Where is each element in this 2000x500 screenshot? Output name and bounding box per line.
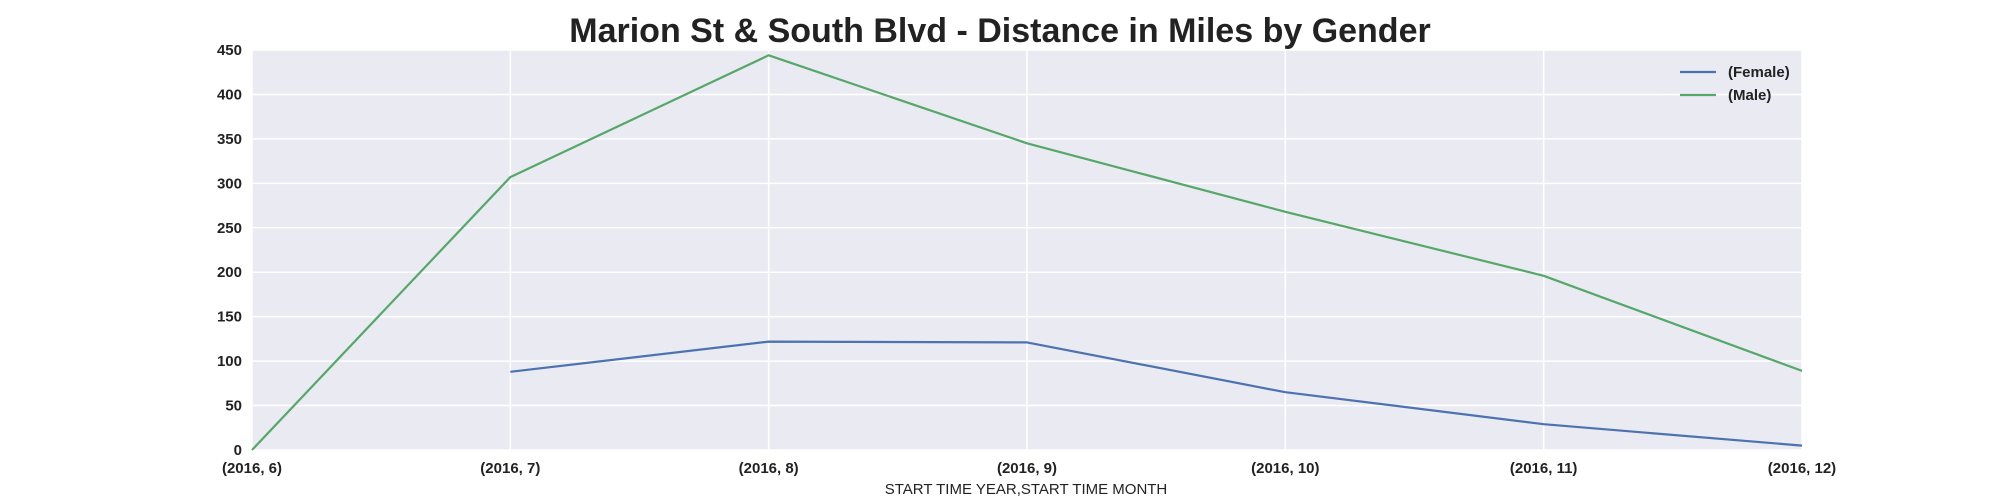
y-tick-label: 350 xyxy=(217,131,242,148)
series-line-female xyxy=(510,340,1803,447)
x-tick-label: (2016, 7) xyxy=(480,460,540,477)
series-line-male xyxy=(251,54,1803,451)
chart-title: Marion St & South Blvd - Distance in Mil… xyxy=(569,12,1430,50)
grid xyxy=(251,49,1803,451)
series-layer xyxy=(251,54,1803,451)
y-tick-label: 200 xyxy=(217,264,242,281)
y-tick-label: 450 xyxy=(217,42,242,59)
x-axis: (2016, 6) (2016, 7) (2016, 8) (2016, 9) (201… xyxy=(222,460,1836,477)
y-axis: 0 50 100 150 200 250 300 350 400 450 xyxy=(217,42,242,459)
x-tick-label: (2016, 8) xyxy=(739,460,799,477)
x-tick-label: (2016, 11) xyxy=(1510,460,1578,477)
legend-label-female: (Female) xyxy=(1728,64,1790,81)
y-tick-label: 250 xyxy=(217,220,242,237)
y-tick-label: 50 xyxy=(225,398,242,415)
y-tick-label: 100 xyxy=(217,353,242,370)
x-tick-label: (2016, 12) xyxy=(1768,460,1836,477)
legend-label-male: (Male) xyxy=(1728,87,1771,104)
y-tick-label: 400 xyxy=(217,86,242,103)
x-axis-label: START TIME YEAR,START TIME MONTH xyxy=(885,481,1168,498)
y-tick-label: 150 xyxy=(217,309,242,326)
x-tick-label: (2016, 9) xyxy=(997,460,1057,477)
legend[interactable]: (Female) (Male) xyxy=(1680,64,1790,104)
x-tick-label: (2016, 6) xyxy=(222,460,282,477)
y-tick-label: 0 xyxy=(234,442,242,459)
x-tick-label: (2016, 10) xyxy=(1251,460,1319,477)
y-tick-label: 300 xyxy=(217,175,242,192)
